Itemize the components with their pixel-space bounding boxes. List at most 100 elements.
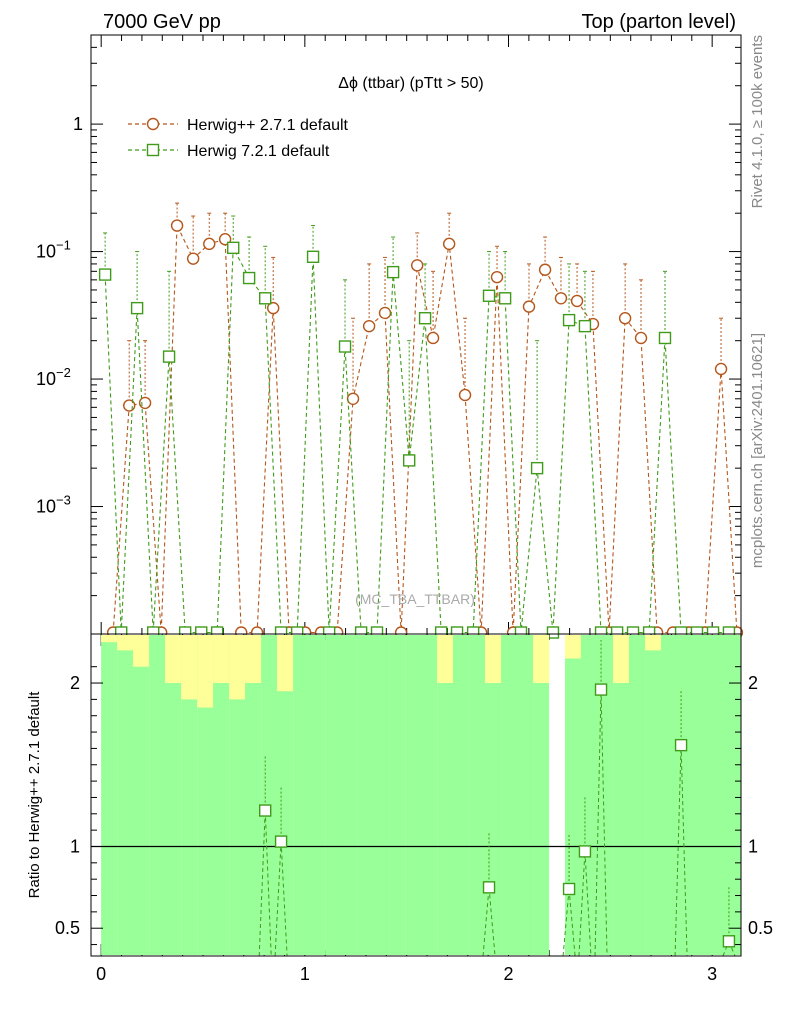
ratio-series-segment	[722, 941, 730, 957]
data-point	[346, 392, 360, 405]
data-point	[402, 454, 416, 467]
data-point	[498, 292, 512, 305]
y-tick-label: 10−1	[36, 238, 71, 262]
ratio-series-segment	[280, 841, 288, 957]
ratio-panel: 0.5 0.5 1 1 2 2 0 1 2 3 Ratio to Herwig++ 2.7.1 d…	[26, 633, 773, 984]
x-tick-label: 0	[96, 964, 106, 984]
ratio-series-segment	[600, 689, 608, 957]
ratio-series-segment	[264, 810, 272, 957]
data-point	[410, 259, 424, 272]
ratio-series-segment	[578, 851, 586, 957]
legend: Herwig++ 2.7.1 default Herwig 7.2.1 defa…	[128, 117, 349, 160]
ratio-point	[674, 738, 688, 752]
ratio-band-green	[677, 635, 694, 955]
header-right: Top (parton level)	[581, 11, 736, 33]
header-left: 7000 GeV pp	[103, 11, 221, 33]
ratio-y-tick-label-left: 0.5	[55, 918, 80, 938]
ratio-series-segment	[482, 887, 490, 957]
y-tick-label: 10−3	[36, 493, 71, 517]
data-point	[546, 626, 560, 639]
data-point	[562, 313, 576, 327]
ratio-band-green	[181, 635, 198, 955]
x-tick-label: 2	[503, 964, 513, 984]
data-point	[482, 289, 496, 302]
ratio-band-green	[389, 635, 406, 955]
main-panel: 10−3 10−2 10−1 1 (MC_TBA_TTBAR) Δϕ (ttbar) …	[36, 34, 744, 639]
ratio-y-tick-label-left: 1	[70, 836, 80, 856]
data-point	[267, 301, 280, 315]
ratio-band-green	[709, 635, 726, 955]
ratio-band-green	[469, 635, 486, 955]
ratio-band-green	[628, 635, 646, 955]
data-point	[634, 331, 648, 345]
ratio-band-yellow	[437, 635, 454, 684]
legend-label-herwig7: Herwig 7.2.1 default	[187, 143, 330, 160]
ratio-band-yellow	[565, 635, 582, 659]
ratio-point	[562, 882, 576, 896]
legend-label-herwigpp: Herwig++ 2.7.1 default	[187, 117, 349, 134]
data-point	[162, 350, 176, 363]
ratio-band-green	[501, 635, 518, 955]
data-point	[554, 292, 568, 305]
ratio-point	[594, 683, 608, 696]
ratio-band-yellow	[484, 635, 502, 684]
mcplots-label: mcplots.cern.ch [arXiv:2401.10621]	[749, 333, 766, 568]
ratio-band-yellow	[197, 635, 214, 708]
ratio-band-yellow	[165, 635, 182, 684]
ratio-band-yellow	[213, 635, 230, 684]
ratio-band-green	[293, 635, 310, 955]
data-point	[426, 331, 440, 345]
ratio-ylabel: Ratio to Herwig++ 2.7.1 default	[26, 691, 43, 899]
data-point	[490, 270, 504, 284]
data-point	[378, 306, 392, 320]
ratio-band-yellow	[133, 635, 150, 667]
data-point	[618, 312, 632, 325]
ratio-y-tick-label-right: 0.5	[748, 918, 773, 938]
ratio-band-yellow	[245, 635, 262, 684]
data-point	[203, 237, 216, 251]
data-point	[227, 241, 240, 255]
ratio-band-green	[533, 635, 550, 955]
ratio-series-segment	[488, 887, 496, 957]
ratio-band-green	[613, 635, 630, 955]
rivet-label: Rivet 4.1.0, ≥ 100k events	[749, 35, 766, 208]
ratio-band-green	[117, 635, 134, 955]
plot-title: Δϕ (ttbar) (pTtt > 50)	[338, 75, 483, 92]
ratio-y-tick-label-right: 1	[748, 836, 758, 856]
ratio-band-green	[421, 635, 438, 955]
data-point	[570, 294, 584, 308]
ratio-series-segment	[562, 888, 570, 957]
ratio-series-segment	[568, 888, 576, 957]
series-line	[112, 225, 738, 634]
ratio-y-tick-label-right: 2	[748, 673, 758, 693]
ratio-band-green	[197, 635, 214, 955]
data-point	[170, 219, 184, 232]
data-point	[98, 268, 112, 281]
ratio-point	[259, 804, 272, 817]
ratio-band-green	[516, 635, 534, 955]
data-point	[338, 340, 352, 353]
legend-marker-herwigpp	[146, 117, 160, 131]
ratio-band-green	[277, 635, 294, 955]
data-point	[259, 292, 272, 305]
data-point	[530, 461, 544, 475]
ratio-band-green	[101, 635, 118, 955]
y-tick-label: 1	[73, 114, 83, 134]
data-point	[714, 362, 728, 376]
ratio-band-green	[325, 635, 342, 955]
data-point	[538, 263, 552, 276]
ratio-y-tick-label-left: 2	[70, 673, 80, 693]
ratio-band-green	[213, 635, 230, 955]
ratio-band-green	[245, 635, 262, 955]
x-tick-label: 1	[300, 964, 310, 984]
ratio-series-segment	[674, 745, 682, 957]
ratio-band-green	[692, 635, 710, 955]
ratio-point	[482, 881, 496, 894]
ratio-band-green	[596, 635, 614, 955]
ratio-band-yellow	[533, 635, 550, 684]
ratio-band-green	[165, 635, 182, 955]
ratio-band-yellow	[229, 635, 246, 700]
legend-marker-herwig7	[146, 143, 160, 157]
ratio-band-green	[453, 635, 470, 955]
